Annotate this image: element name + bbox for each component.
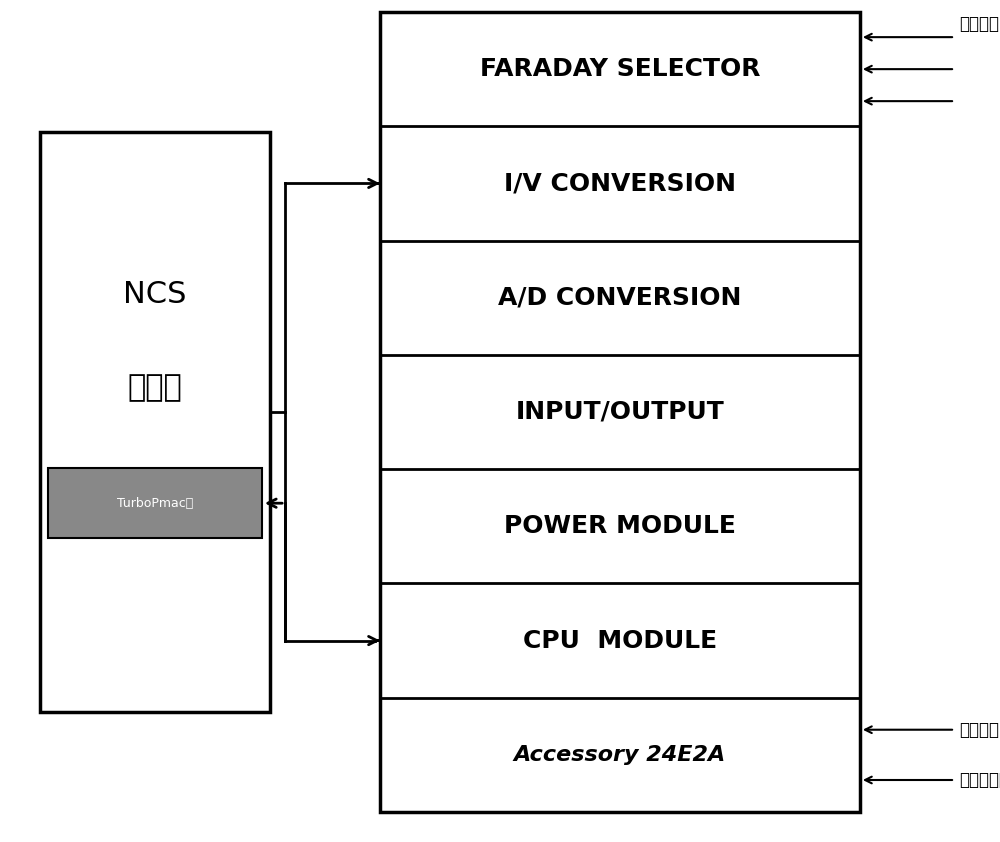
Text: A/D CONVERSION: A/D CONVERSION [498, 285, 742, 310]
Text: I/V CONVERSION: I/V CONVERSION [504, 172, 736, 195]
Text: 束流采集: 束流采集 [959, 15, 999, 33]
Bar [380, 12, 860, 812]
Text: 直线电机: 直线电机 [959, 721, 999, 738]
Text: 移动法拉第电机: 移动法拉第电机 [959, 771, 1000, 789]
Text: TurboPmac卡: TurboPmac卡 [117, 497, 193, 509]
Text: CPU  MODULE: CPU MODULE [523, 629, 717, 653]
Text: 工控机: 工控机 [128, 373, 182, 402]
Bar [48, 468, 262, 538]
Bar [40, 132, 270, 712]
Text: POWER MODULE: POWER MODULE [504, 514, 736, 538]
Text: INPUT/OUTPUT: INPUT/OUTPUT [516, 400, 724, 424]
Text: NCS: NCS [123, 280, 187, 309]
Text: FARADAY SELECTOR: FARADAY SELECTOR [480, 57, 760, 81]
Text: Accessory 24E2A: Accessory 24E2A [514, 745, 726, 765]
